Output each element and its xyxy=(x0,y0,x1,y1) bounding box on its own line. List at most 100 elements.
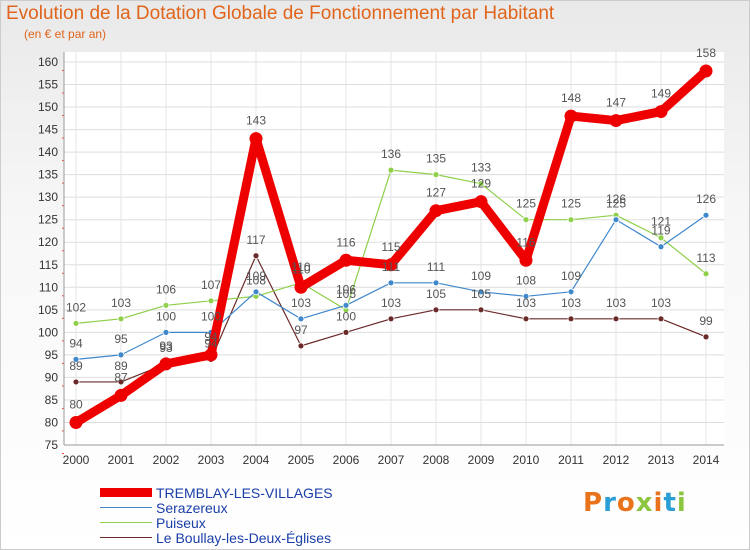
series-point-2 xyxy=(432,171,440,179)
legend-label: Serazereux xyxy=(156,499,228,516)
data-label: 103 xyxy=(291,296,311,310)
series-point-0 xyxy=(114,388,128,402)
series-point-3 xyxy=(72,378,80,386)
series-point-0 xyxy=(159,357,173,371)
data-label: 109 xyxy=(561,269,581,283)
data-label: 133 xyxy=(471,161,491,175)
logo-letter: r xyxy=(603,488,617,518)
y-tick-label: 120 xyxy=(38,235,58,249)
y-tick-label: 75 xyxy=(45,438,59,452)
legend-swatch xyxy=(100,488,152,497)
series-point-2 xyxy=(207,297,215,305)
data-label: 95 xyxy=(114,332,128,346)
data-label: 93 xyxy=(159,339,173,353)
data-label: 121 xyxy=(651,215,671,229)
series-point-3 xyxy=(477,306,485,314)
series-point-3 xyxy=(342,328,350,336)
x-tick-label: 2012 xyxy=(603,453,630,467)
data-label: 109 xyxy=(246,269,266,283)
series-point-2 xyxy=(162,301,170,309)
y-tick-label: 135 xyxy=(38,168,58,182)
data-label: 108 xyxy=(516,273,536,287)
data-label: 103 xyxy=(381,296,401,310)
series-point-0 xyxy=(699,64,713,78)
legend-swatch xyxy=(100,536,152,539)
x-tick-label: 2010 xyxy=(513,453,540,467)
series-point-1 xyxy=(477,288,485,296)
series-point-1 xyxy=(432,279,440,287)
data-label: 105 xyxy=(426,287,446,301)
series-point-3 xyxy=(612,315,620,323)
series-point-0 xyxy=(654,105,668,119)
data-label: 149 xyxy=(651,87,671,101)
data-label: 100 xyxy=(201,309,221,323)
data-label: 99 xyxy=(699,314,713,328)
data-label: 94 xyxy=(204,330,218,344)
data-label: 110 xyxy=(291,260,310,274)
x-tick-label: 2013 xyxy=(648,453,675,467)
data-label: 126 xyxy=(696,192,716,206)
x-tick-label: 2006 xyxy=(333,453,360,467)
data-label: 116 xyxy=(336,235,355,249)
y-tick-label: 105 xyxy=(38,303,58,317)
data-label: 143 xyxy=(246,114,266,128)
legend-swatch xyxy=(100,506,152,509)
y-tick-label: 110 xyxy=(39,280,58,294)
data-label: 111 xyxy=(427,260,446,274)
data-label: 108 xyxy=(246,273,266,287)
legend-label: Puiseux xyxy=(156,514,206,531)
data-label: 103 xyxy=(606,296,626,310)
data-label: 106 xyxy=(156,282,176,296)
x-tick-label: 2014 xyxy=(693,453,720,467)
y-tick-label: 85 xyxy=(45,393,59,407)
data-label: 110 xyxy=(291,262,310,276)
data-label: 87 xyxy=(114,370,128,384)
y-tick-label: 150 xyxy=(38,100,58,114)
series-point-1 xyxy=(522,292,530,300)
series-point-1 xyxy=(72,355,80,363)
series-point-3 xyxy=(297,342,305,350)
y-tick-label: 140 xyxy=(38,145,58,159)
series-point-0 xyxy=(474,195,488,209)
data-label: 125 xyxy=(516,197,536,211)
series-point-0 xyxy=(204,348,218,362)
x-tick-label: 2002 xyxy=(153,453,180,467)
data-label: 125 xyxy=(561,197,581,211)
legend: TREMBLAY-LES-VILLAGES Serazereux Puiseux Le… xyxy=(100,485,333,546)
series-point-0 xyxy=(294,280,308,294)
data-label: 125 xyxy=(606,197,626,211)
series-point-0 xyxy=(339,253,353,267)
data-label: 115 xyxy=(381,240,400,254)
series-point-3 xyxy=(522,315,530,323)
proxiti-logo: Proxiti xyxy=(583,488,687,518)
logo-letter: o xyxy=(616,488,636,518)
data-label: 97 xyxy=(294,323,308,337)
data-label: 105 xyxy=(471,287,491,301)
legend-item: Le Boullay-les-Deux-Églises xyxy=(100,529,333,546)
x-tick-label: 2008 xyxy=(423,453,450,467)
y-tick-label: 125 xyxy=(38,213,58,227)
logo-letter: P xyxy=(583,488,604,518)
series-point-1 xyxy=(297,315,305,323)
series-point-3 xyxy=(702,333,710,341)
series-point-3 xyxy=(117,378,125,386)
series-point-1 xyxy=(702,211,710,219)
data-label: 89 xyxy=(114,359,128,373)
series-point-0 xyxy=(384,258,398,272)
series-point-0 xyxy=(609,114,623,128)
series-point-1 xyxy=(612,216,620,224)
data-label: 113 xyxy=(696,251,715,265)
data-label: 80 xyxy=(69,397,83,411)
series-point-2 xyxy=(387,166,395,174)
data-label: 94 xyxy=(204,336,218,350)
data-label: 103 xyxy=(516,296,536,310)
legend-label: Le Boullay-les-Deux-Églises xyxy=(156,529,332,546)
data-label: 147 xyxy=(606,96,626,110)
y-tick-label: 160 xyxy=(38,55,58,69)
data-label: 107 xyxy=(201,278,221,292)
data-label: 117 xyxy=(246,233,265,247)
series-point-2 xyxy=(702,270,710,278)
data-label: 136 xyxy=(381,147,401,161)
series-point-1 xyxy=(342,301,350,309)
legend-item: TREMBLAY-LES-VILLAGES xyxy=(100,485,333,501)
